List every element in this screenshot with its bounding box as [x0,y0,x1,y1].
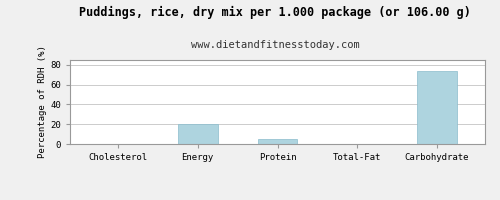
Bar [258,139,298,144]
Y-axis label: Percentage of RDH (%): Percentage of RDH (%) [38,46,48,158]
Text: www.dietandfitnesstoday.com: www.dietandfitnesstoday.com [190,40,360,50]
Bar [417,71,457,144]
Text: Puddings, rice, dry mix per 1.000 package (or 106.00 g): Puddings, rice, dry mix per 1.000 packag… [79,6,471,19]
Bar [178,124,218,144]
